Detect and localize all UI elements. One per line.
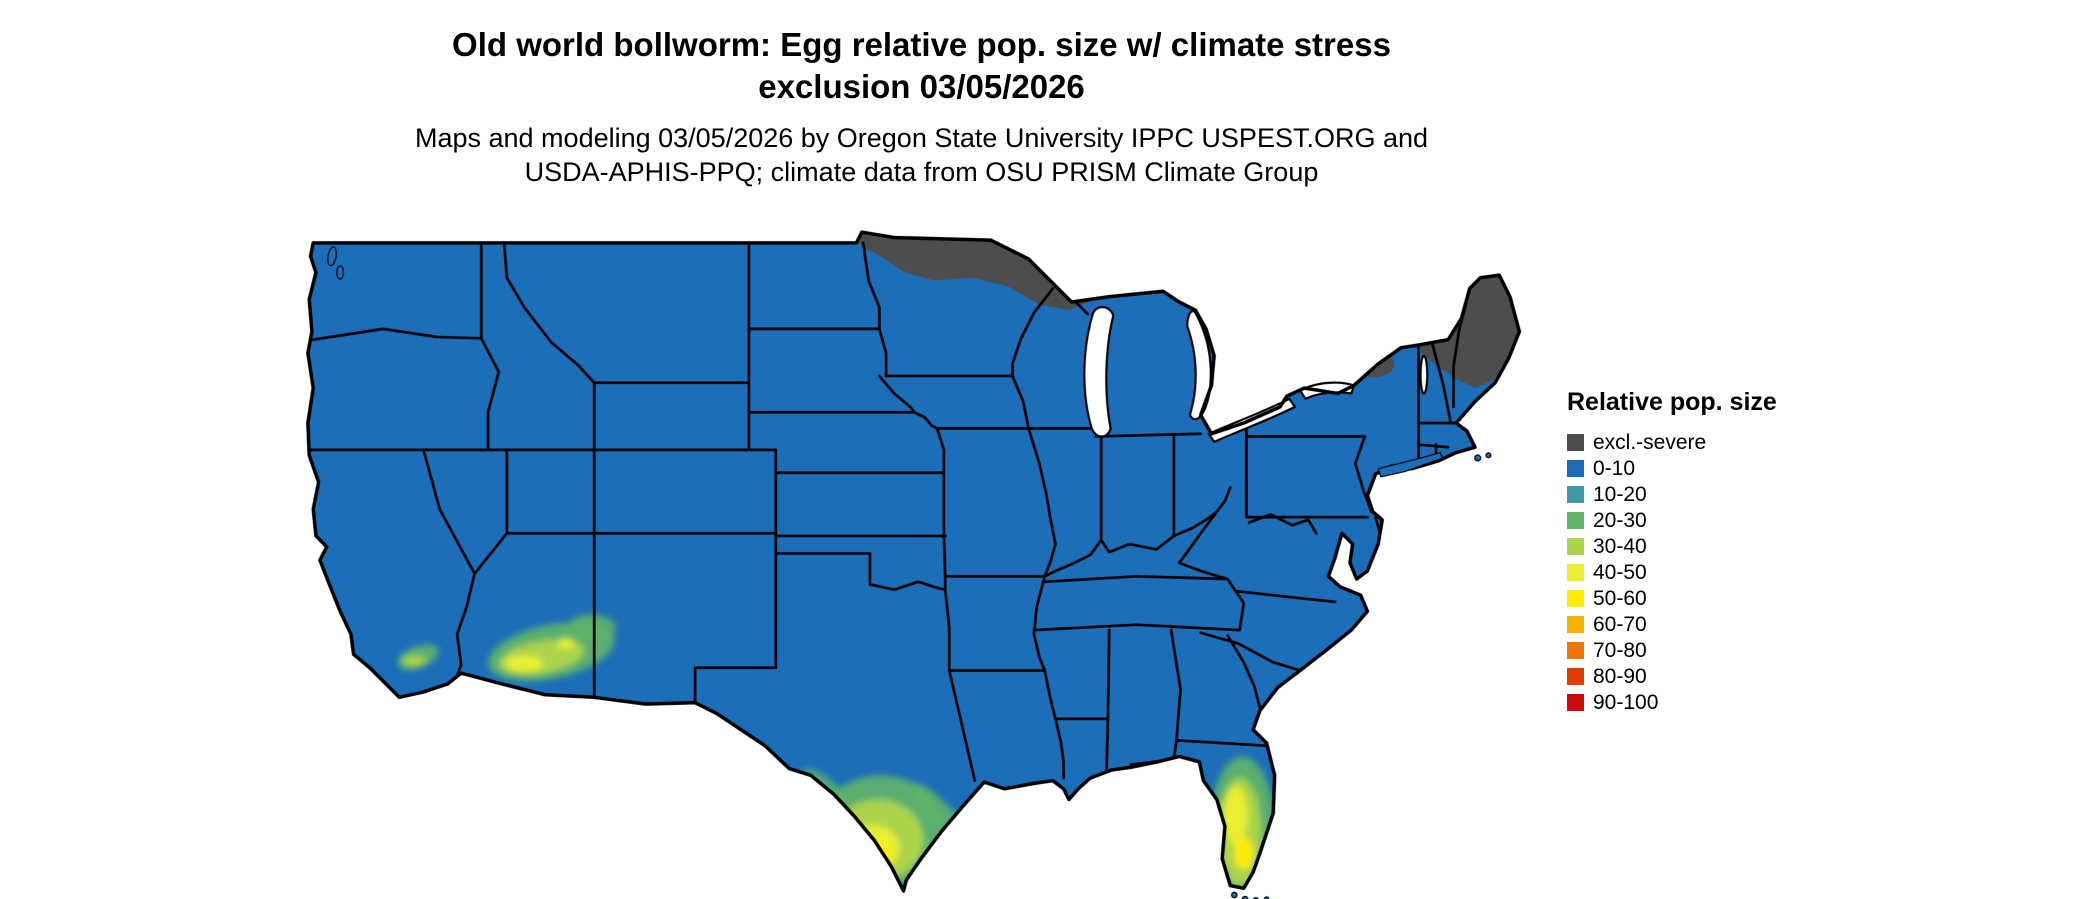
subtitle-line-1: Maps and modeling 03/05/2026 by Oregon S… xyxy=(414,123,1429,153)
legend-swatch-40-50 xyxy=(1567,563,1584,581)
legend-item: 20-30 xyxy=(1567,507,1777,533)
legend-item: 90-100 xyxy=(1567,689,1777,715)
puget-sound-island xyxy=(327,246,337,267)
legend-title: Relative pop. size xyxy=(1567,388,1777,416)
exclusion-region-northern-minnesota xyxy=(857,233,1096,311)
legend-swatch-0-10 xyxy=(1567,459,1584,477)
legend-item: 50-60 xyxy=(1567,585,1777,611)
lake-huron xyxy=(1186,309,1212,421)
subtitle-line-2: USDA-APHIS-PPQ; climate data from OSU PR… xyxy=(524,156,1319,187)
legend-label: 90-100 xyxy=(1593,690,1659,714)
hot-zone-southern-florida xyxy=(1210,756,1275,891)
page-title: Old world bollworm: Egg relative pop. si… xyxy=(0,24,1843,108)
nantucket-island xyxy=(1474,454,1482,462)
legend-item: 0-10 xyxy=(1567,455,1777,481)
puget-sound-island xyxy=(336,265,345,280)
marthas-vineyard-island xyxy=(1485,452,1492,459)
us-map xyxy=(300,224,1542,899)
page-subtitle: Maps and modeling 03/05/2026 by Oregon S… xyxy=(0,122,1843,190)
us-landmass xyxy=(307,232,1520,891)
us-map-svg xyxy=(306,230,1522,899)
legend-item: 30-40 xyxy=(1567,533,1777,559)
legend-swatch-90-100 xyxy=(1567,693,1584,711)
lake-champlain xyxy=(1419,354,1429,395)
legend-item: 10-20 xyxy=(1567,481,1777,507)
legend-swatch-70-80 xyxy=(1567,641,1584,659)
legend-swatch-20-30 xyxy=(1567,511,1584,529)
exclusion-region-northern-new-england xyxy=(1419,276,1519,389)
florida-keys-island xyxy=(1231,891,1238,899)
legend-label: 80-90 xyxy=(1593,664,1647,688)
legend-label: 60-70 xyxy=(1593,612,1647,636)
legend-item: 80-90 xyxy=(1567,663,1777,689)
legend-label: 50-60 xyxy=(1593,586,1647,610)
legend-label: 70-80 xyxy=(1593,638,1647,662)
legend-swatch-excl-severe xyxy=(1567,433,1584,451)
legend-label: 30-40 xyxy=(1593,534,1647,558)
legend-label: 40-50 xyxy=(1593,560,1647,584)
legend-swatch-80-90 xyxy=(1567,667,1584,685)
legend-item: 70-80 xyxy=(1567,637,1777,663)
exclusion-region-adirondacks xyxy=(1353,350,1395,378)
hot-zone-southern-california xyxy=(397,644,439,670)
legend-swatch-30-40 xyxy=(1567,537,1584,555)
legend-swatch-50-60 xyxy=(1567,589,1584,607)
us-outline xyxy=(306,230,1522,893)
hot-zone-southern-arizona xyxy=(487,613,616,682)
title-line-1: Old world bollworm: Egg relative pop. si… xyxy=(452,26,1391,63)
islands xyxy=(327,246,1492,899)
legend-item: 60-70 xyxy=(1567,611,1777,637)
long-island xyxy=(1377,451,1444,478)
hot-zones xyxy=(397,613,1275,891)
legend: Relative pop. size excl.-severe 0-10 10-… xyxy=(1567,388,1777,715)
legend-swatch-60-70 xyxy=(1567,615,1584,633)
legend-item: excl.-severe xyxy=(1567,429,1777,455)
legend-item: 40-50 xyxy=(1567,559,1777,585)
title-line-2: exclusion 03/05/2026 xyxy=(758,68,1085,106)
lake-michigan xyxy=(1083,305,1115,438)
state-borders xyxy=(307,241,1471,783)
legend-label: 0-10 xyxy=(1593,456,1636,480)
legend-label: 20-30 xyxy=(1593,508,1647,532)
legend-label: excl.-severe xyxy=(1593,430,1707,454)
legend-label: 10-20 xyxy=(1593,482,1647,506)
legend-swatch-10-20 xyxy=(1567,485,1584,503)
